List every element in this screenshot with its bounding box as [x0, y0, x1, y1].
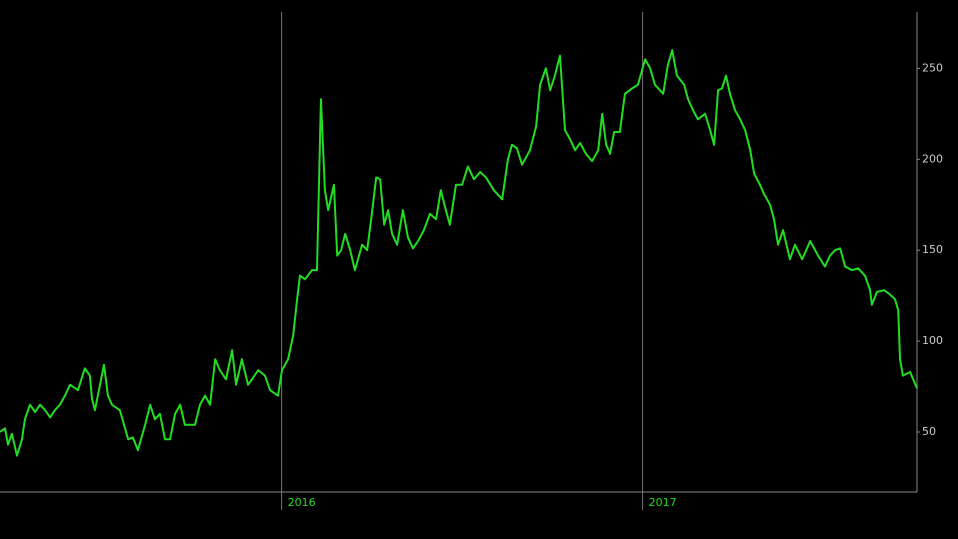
y-tick-label: 100 [922, 334, 943, 347]
y-tick-label: 50 [922, 425, 936, 438]
x-tick-label: 2017 [649, 496, 677, 509]
y-tick-label: 250 [922, 61, 943, 74]
y-tick-label: 200 [922, 152, 943, 165]
price-line [0, 49, 918, 457]
x-tick-label: 2016 [288, 496, 316, 509]
y-tick-label: 150 [922, 243, 943, 256]
